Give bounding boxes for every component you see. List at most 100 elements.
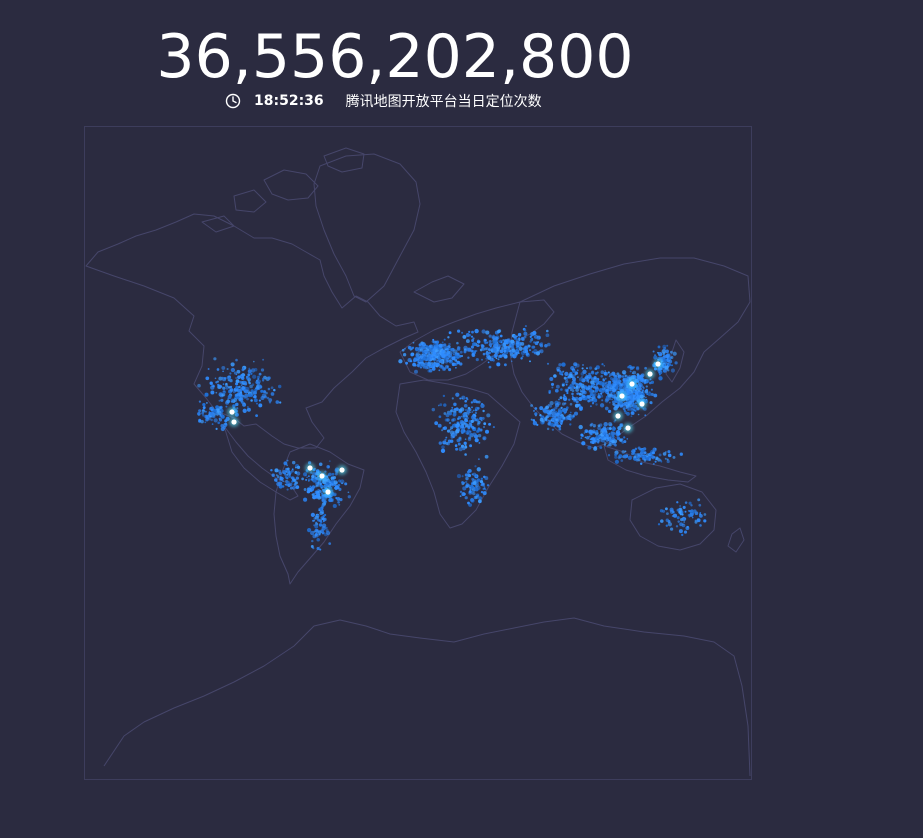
location-dot — [609, 380, 612, 383]
location-dot — [677, 520, 680, 523]
location-dot — [633, 455, 637, 459]
location-dot — [638, 391, 642, 396]
location-dot — [609, 373, 613, 377]
location-dot — [430, 361, 434, 365]
location-dot — [438, 441, 442, 445]
location-dot — [587, 445, 592, 450]
location-dot — [492, 426, 495, 429]
location-dot — [253, 398, 258, 403]
location-dot — [316, 538, 320, 542]
hotspot-dot — [339, 467, 345, 473]
location-dot — [410, 353, 414, 357]
location-dot — [624, 411, 628, 415]
location-dot — [415, 348, 419, 352]
location-dot — [443, 338, 446, 341]
location-dot — [488, 343, 493, 347]
location-dot — [301, 477, 304, 481]
location-dot — [579, 405, 582, 408]
location-dot — [524, 325, 527, 328]
location-dot — [654, 460, 657, 463]
location-dot — [478, 458, 480, 461]
location-dot — [658, 376, 663, 381]
location-dot — [586, 379, 590, 382]
location-dot — [461, 475, 464, 478]
location-dot — [324, 484, 328, 488]
location-dot — [518, 346, 523, 351]
location-dot — [480, 403, 485, 408]
location-dot — [462, 486, 467, 491]
location-dot — [553, 416, 556, 420]
location-dot — [478, 499, 482, 504]
world-map — [84, 126, 752, 780]
location-dot — [679, 505, 681, 507]
location-dot — [321, 496, 325, 501]
location-dot — [525, 352, 529, 356]
location-dot — [486, 354, 491, 359]
location-dot — [250, 372, 253, 375]
location-dot — [594, 431, 599, 436]
location-dot — [466, 429, 471, 434]
location-dot — [463, 441, 467, 445]
location-dot — [601, 435, 606, 440]
location-dot — [246, 407, 251, 412]
location-dot — [273, 388, 276, 392]
location-dot — [645, 388, 648, 392]
location-dot — [312, 519, 315, 522]
location-dot — [588, 366, 593, 370]
location-dot — [585, 430, 588, 434]
hotspot-dot — [619, 393, 625, 399]
location-dot — [306, 527, 312, 533]
location-dot — [258, 403, 263, 408]
location-dot — [320, 484, 324, 489]
location-dot — [561, 383, 565, 387]
location-dot — [681, 516, 687, 522]
location-dot — [571, 392, 574, 396]
location-dot — [612, 400, 615, 404]
location-dot — [539, 406, 544, 411]
location-dot — [488, 348, 491, 351]
location-dot — [483, 437, 486, 440]
world-map-canvas — [84, 126, 752, 780]
location-dot — [456, 356, 460, 360]
location-dot — [294, 466, 297, 469]
location-dot — [474, 438, 479, 443]
location-dot — [321, 494, 325, 498]
location-dot — [455, 447, 459, 451]
location-dot — [664, 507, 668, 511]
location-dot — [322, 520, 325, 523]
location-dot — [479, 416, 483, 421]
location-dot — [559, 396, 563, 400]
location-dot — [209, 415, 213, 418]
location-dot — [286, 459, 289, 462]
location-dot — [607, 421, 613, 427]
location-dot — [643, 459, 647, 462]
location-dot — [644, 366, 647, 370]
location-dot — [467, 356, 470, 359]
location-dot — [636, 387, 639, 390]
location-dot — [660, 460, 663, 463]
location-dot — [546, 427, 550, 431]
location-dot — [202, 406, 206, 410]
location-dot — [662, 368, 667, 373]
location-dot — [319, 523, 323, 527]
location-dot — [582, 364, 584, 366]
location-dot — [549, 400, 554, 406]
location-dot — [440, 448, 446, 453]
location-dot — [477, 400, 481, 404]
location-dot — [666, 369, 670, 372]
location-dot — [458, 408, 463, 412]
location-dot — [198, 400, 201, 403]
location-dot — [455, 366, 457, 369]
location-dot — [444, 359, 449, 364]
hotspot-dot — [615, 413, 621, 419]
location-dot — [470, 415, 476, 420]
location-dot — [418, 344, 423, 348]
location-dot — [621, 450, 626, 454]
location-dot — [434, 421, 439, 426]
location-dot — [485, 347, 489, 351]
location-dot — [478, 344, 480, 347]
location-dot — [511, 348, 516, 353]
location-dot — [321, 523, 327, 528]
location-dot — [461, 331, 464, 334]
location-dot — [624, 374, 627, 377]
